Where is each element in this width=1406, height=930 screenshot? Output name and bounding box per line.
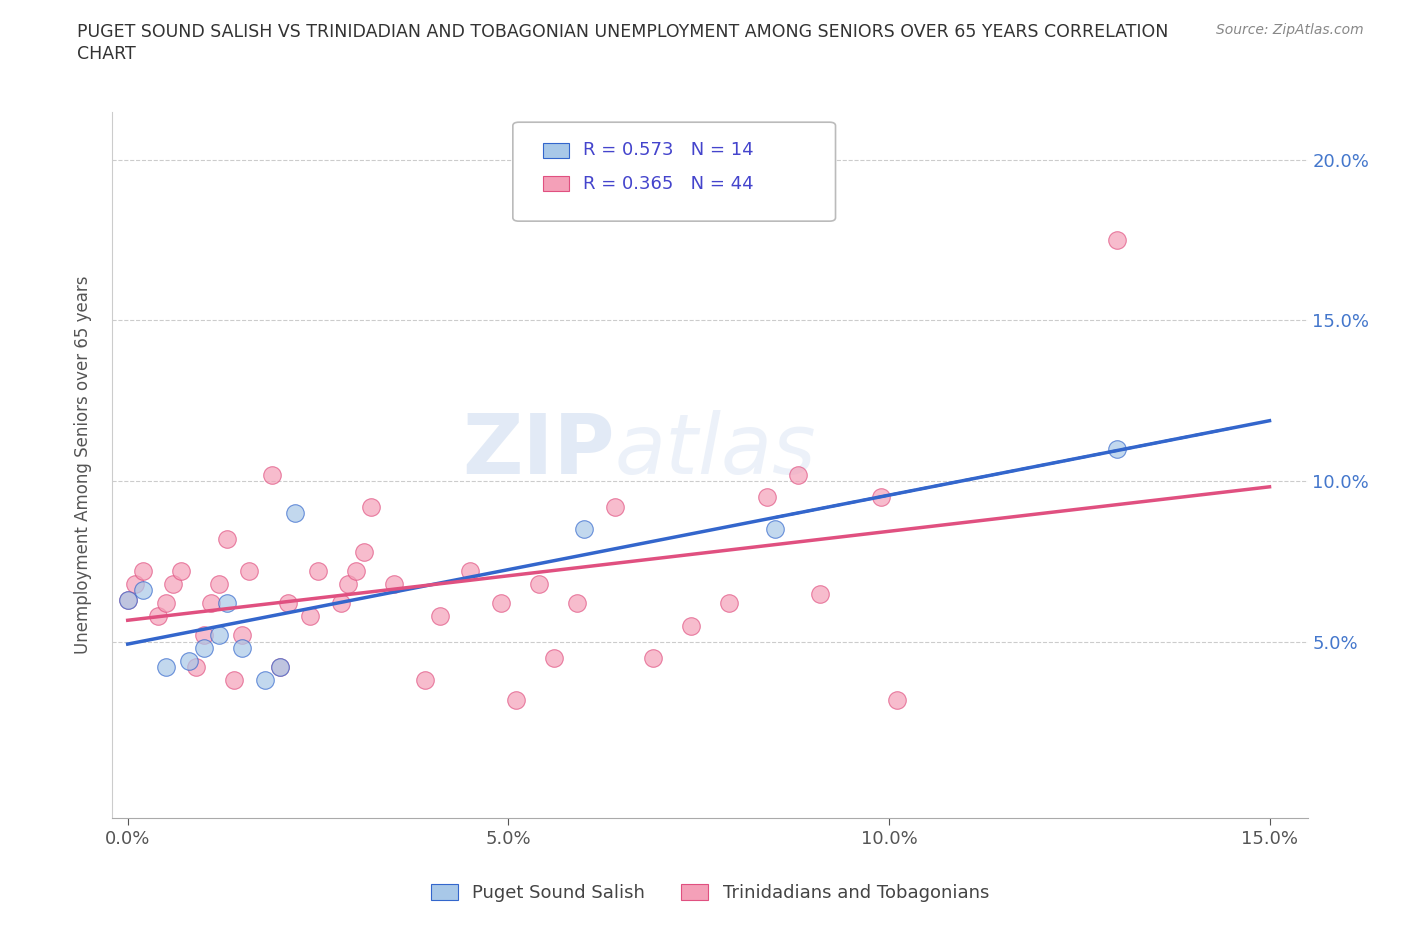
Point bbox=[505, 692, 527, 707]
Point bbox=[208, 577, 231, 591]
Point bbox=[360, 499, 382, 514]
Text: atlas: atlas bbox=[614, 410, 815, 491]
Point bbox=[353, 544, 375, 559]
Point bbox=[344, 564, 367, 578]
Point bbox=[489, 596, 512, 611]
Point bbox=[284, 506, 307, 521]
Point bbox=[262, 467, 284, 482]
Point bbox=[170, 564, 193, 578]
Legend: Puget Sound Salish, Trinidadians and Tobagonians: Puget Sound Salish, Trinidadians and Tob… bbox=[423, 877, 997, 910]
Point bbox=[763, 522, 786, 537]
Point bbox=[155, 596, 177, 611]
Point bbox=[162, 577, 184, 591]
Point bbox=[177, 654, 200, 669]
Point bbox=[603, 499, 626, 514]
Point bbox=[574, 522, 596, 537]
Point bbox=[299, 608, 322, 623]
Text: Source: ZipAtlas.com: Source: ZipAtlas.com bbox=[1216, 23, 1364, 37]
Point bbox=[193, 628, 215, 643]
FancyBboxPatch shape bbox=[513, 122, 835, 221]
Point bbox=[269, 660, 291, 675]
Point bbox=[786, 467, 808, 482]
Point bbox=[543, 650, 565, 665]
Point bbox=[429, 608, 451, 623]
Point bbox=[124, 577, 146, 591]
Point bbox=[527, 577, 550, 591]
Point bbox=[886, 692, 908, 707]
Point bbox=[186, 660, 208, 675]
Point bbox=[231, 628, 253, 643]
Point bbox=[641, 650, 664, 665]
Bar bbox=[543, 176, 569, 192]
Point bbox=[193, 641, 215, 656]
Point bbox=[146, 608, 169, 623]
Point bbox=[200, 596, 222, 611]
Point bbox=[208, 628, 231, 643]
Point bbox=[253, 672, 276, 687]
Point bbox=[565, 596, 588, 611]
Point bbox=[238, 564, 260, 578]
Y-axis label: Unemployment Among Seniors over 65 years: Unemployment Among Seniors over 65 years bbox=[73, 276, 91, 654]
Point bbox=[155, 660, 177, 675]
Point bbox=[413, 672, 436, 687]
Point bbox=[870, 490, 893, 505]
Point bbox=[277, 596, 299, 611]
Text: ZIP: ZIP bbox=[463, 410, 614, 491]
Point bbox=[132, 583, 155, 598]
Point bbox=[269, 660, 291, 675]
Text: CHART: CHART bbox=[77, 45, 136, 62]
Bar bbox=[543, 142, 569, 158]
Point bbox=[1107, 232, 1129, 247]
Point bbox=[718, 596, 741, 611]
Point bbox=[1107, 442, 1129, 457]
Point bbox=[231, 641, 253, 656]
Point bbox=[117, 592, 139, 607]
Point bbox=[337, 577, 360, 591]
Point bbox=[382, 577, 405, 591]
Text: R = 0.573   N = 14: R = 0.573 N = 14 bbox=[583, 141, 754, 159]
Point bbox=[810, 586, 832, 601]
Point bbox=[458, 564, 481, 578]
Point bbox=[215, 531, 238, 546]
Point bbox=[215, 596, 238, 611]
Text: R = 0.365   N = 44: R = 0.365 N = 44 bbox=[583, 175, 754, 193]
Point bbox=[307, 564, 329, 578]
Text: PUGET SOUND SALISH VS TRINIDADIAN AND TOBAGONIAN UNEMPLOYMENT AMONG SENIORS OVER: PUGET SOUND SALISH VS TRINIDADIAN AND TO… bbox=[77, 23, 1168, 41]
Point bbox=[132, 564, 155, 578]
Point bbox=[224, 672, 246, 687]
Point bbox=[117, 592, 139, 607]
Point bbox=[756, 490, 779, 505]
Point bbox=[679, 618, 702, 633]
Point bbox=[329, 596, 352, 611]
